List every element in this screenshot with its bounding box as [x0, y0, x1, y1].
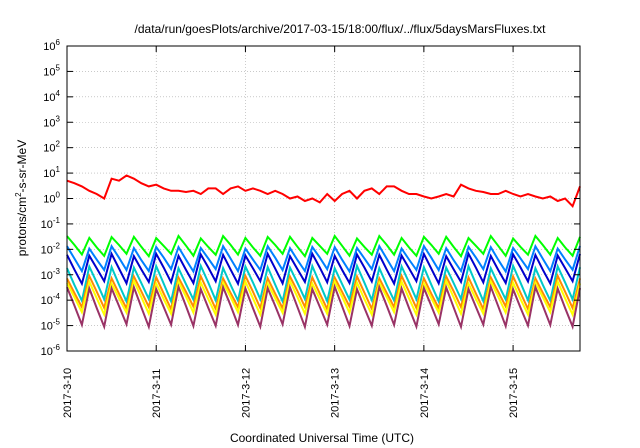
data-lines — [66, 174, 581, 331]
y-tick-base: 10 — [41, 219, 53, 231]
x-tick-label: 2017-3-14 — [419, 368, 431, 418]
series-line — [66, 250, 581, 287]
y-tick-label: 10-2 — [41, 241, 61, 256]
y-tick-exponent: -2 — [53, 241, 61, 250]
y-tick-base: 10 — [41, 270, 53, 282]
y-tick-base: 10 — [41, 244, 53, 256]
y-tick-label: 105 — [43, 63, 60, 78]
y-tick-label: 10-6 — [41, 343, 61, 358]
y-tick-label: 10-5 — [41, 318, 61, 333]
x-tick-label: 2017-3-12 — [240, 368, 252, 418]
y-tick-label: 10-3 — [41, 267, 61, 282]
y-tick-label: 101 — [43, 165, 60, 180]
y-axis: 10-610-510-410-310-210-11001011021031041… — [41, 38, 580, 358]
y-tick-label: 10-4 — [41, 292, 61, 307]
y-axis-label-main: protons/cm — [15, 197, 29, 256]
y-tick-base: 10 — [43, 92, 55, 104]
x-tick-label: 2017-3-10 — [62, 368, 74, 418]
y-tick-label: 10-1 — [41, 216, 61, 231]
series-line — [66, 272, 581, 313]
y-tick-exponent: 0 — [56, 191, 61, 200]
y-tick-exponent: -4 — [53, 292, 61, 301]
y-tick-label: 102 — [43, 140, 60, 155]
y-tick-base: 10 — [43, 194, 55, 206]
series-line — [66, 283, 581, 331]
y-axis-label-units: -s-sr-MeV — [15, 140, 29, 193]
y-tick-exponent: 6 — [56, 38, 61, 47]
y-tick-base: 10 — [41, 346, 53, 358]
y-tick-exponent: 2 — [56, 140, 61, 149]
y-tick-exponent: -6 — [53, 343, 61, 352]
y-tick-base: 10 — [43, 168, 55, 180]
y-tick-base: 10 — [43, 117, 55, 129]
x-tick-label: 2017-3-13 — [330, 368, 342, 418]
y-tick-base: 10 — [43, 143, 55, 155]
series-line — [66, 278, 581, 318]
y-tick-label: 100 — [43, 191, 60, 206]
y-tick-base: 10 — [43, 66, 55, 78]
series-line — [66, 234, 581, 259]
y-tick-base: 10 — [43, 41, 55, 53]
series-line — [66, 243, 581, 274]
x-axis-label: Coordinated Universal Time (UTC) — [230, 431, 414, 445]
y-tick-base: 10 — [41, 295, 53, 307]
y-tick-exponent: 1 — [56, 165, 61, 174]
x-axis: 2017-3-10 2017-3-11 2017-3-12 2017-3-13 2017… — [62, 46, 520, 418]
y-tick-label: 103 — [43, 114, 60, 129]
y-tick-exponent: 5 — [56, 63, 61, 72]
y-axis-label: protons/cm2-s-sr-MeV — [14, 140, 29, 256]
chart-title: /data/run/goesPlots/archive/2017-03-15/1… — [135, 22, 547, 36]
y-tick-exponent: -1 — [53, 216, 61, 225]
y-axis-label-superscript: 2 — [14, 192, 23, 197]
y-tick-base: 10 — [41, 321, 53, 333]
y-tick-exponent: 4 — [56, 89, 61, 98]
y-tick-label: 104 — [43, 89, 60, 104]
series-line — [66, 262, 581, 305]
y-tick-exponent: -3 — [53, 267, 61, 276]
x-tick-label: 2017-3-11 — [151, 369, 163, 418]
y-tick-exponent: -5 — [53, 318, 61, 327]
y-tick-label: 106 — [43, 38, 60, 53]
series-line — [66, 174, 581, 209]
x-tick-label: 2017-3-15 — [508, 368, 520, 418]
y-tick-exponent: 3 — [56, 114, 61, 123]
